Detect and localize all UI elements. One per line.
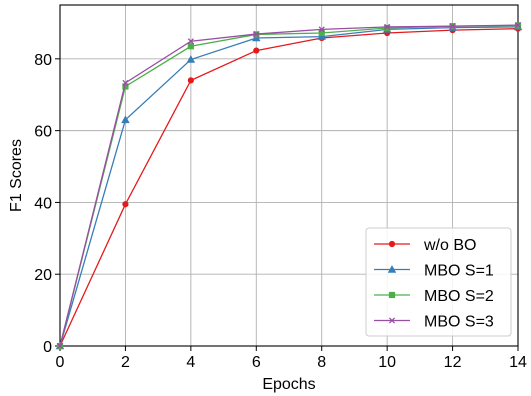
series-line <box>59 28 519 347</box>
legend-box <box>365 227 512 337</box>
data-point <box>187 38 194 45</box>
y-axis-label: F1 Scores <box>8 139 25 212</box>
data-point <box>187 77 194 84</box>
data-point <box>318 26 325 33</box>
data-point <box>384 23 391 30</box>
legend-item: MBO S=2 <box>374 288 494 305</box>
x-axis-label: Epochs <box>262 376 315 393</box>
series-mbo-s-3 <box>56 22 522 350</box>
data-point <box>253 47 260 54</box>
legend-item: w/o BO <box>374 237 476 254</box>
data-point <box>122 79 129 86</box>
series-line <box>59 24 519 347</box>
legend-marker <box>388 291 396 299</box>
marker-stroke <box>384 23 391 30</box>
marker-stroke <box>514 22 522 29</box>
axis-ticks: 0 2 4 6 8 10 12 14 0 20 40 60 80 <box>34 52 527 371</box>
data-point <box>121 115 130 124</box>
y-tick-label: 40 <box>34 195 52 212</box>
x-tick-label: 4 <box>186 354 195 371</box>
marker-stroke <box>187 38 194 45</box>
x-tick-label: 0 <box>56 354 65 371</box>
marker-stroke <box>449 23 456 30</box>
legend-marker <box>388 240 396 248</box>
marker-stroke <box>318 26 325 33</box>
data-point <box>252 33 261 42</box>
legend-label: MBO S=1 <box>424 263 494 280</box>
marker-stroke <box>56 342 64 350</box>
x-tick-label: 14 <box>509 354 527 371</box>
y-tick-label: 80 <box>34 52 52 69</box>
legend-label: MBO S=2 <box>424 288 494 305</box>
data-point <box>56 342 64 350</box>
legend-label: MBO S=3 <box>424 314 494 331</box>
x-tick-label: 6 <box>252 354 261 371</box>
x-tick-label: 2 <box>121 354 130 371</box>
data-point <box>317 32 326 40</box>
legend-marker <box>388 317 396 324</box>
data-point <box>514 22 522 29</box>
data-point <box>187 43 194 50</box>
x-tick-label: 10 <box>378 354 396 371</box>
x-tick-label: 8 <box>317 354 326 371</box>
legend-marker <box>387 265 397 273</box>
y-tick-label: 0 <box>43 339 52 356</box>
data-point <box>122 201 129 208</box>
series-line <box>59 26 519 347</box>
marker-stroke <box>122 79 129 86</box>
data-point <box>318 29 325 37</box>
data-point <box>449 23 456 30</box>
legend-label: w/o BO <box>423 237 476 254</box>
data-point <box>253 31 260 38</box>
y-tick-label: 20 <box>34 267 52 284</box>
legend: w/o BO MBO S=1 MBO S=2 MBO S=3 <box>365 227 512 337</box>
legend-item: MBO S=3 <box>374 314 494 331</box>
y-tick-label: 60 <box>34 124 52 141</box>
marker-stroke <box>388 317 396 324</box>
data-point <box>186 55 196 63</box>
marker-stroke <box>253 31 260 38</box>
legend-item: MBO S=1 <box>374 263 494 280</box>
series-lines <box>55 22 523 350</box>
plot-frame <box>59 4 519 347</box>
x-tick-label: 12 <box>444 354 462 371</box>
data-point <box>384 24 391 32</box>
